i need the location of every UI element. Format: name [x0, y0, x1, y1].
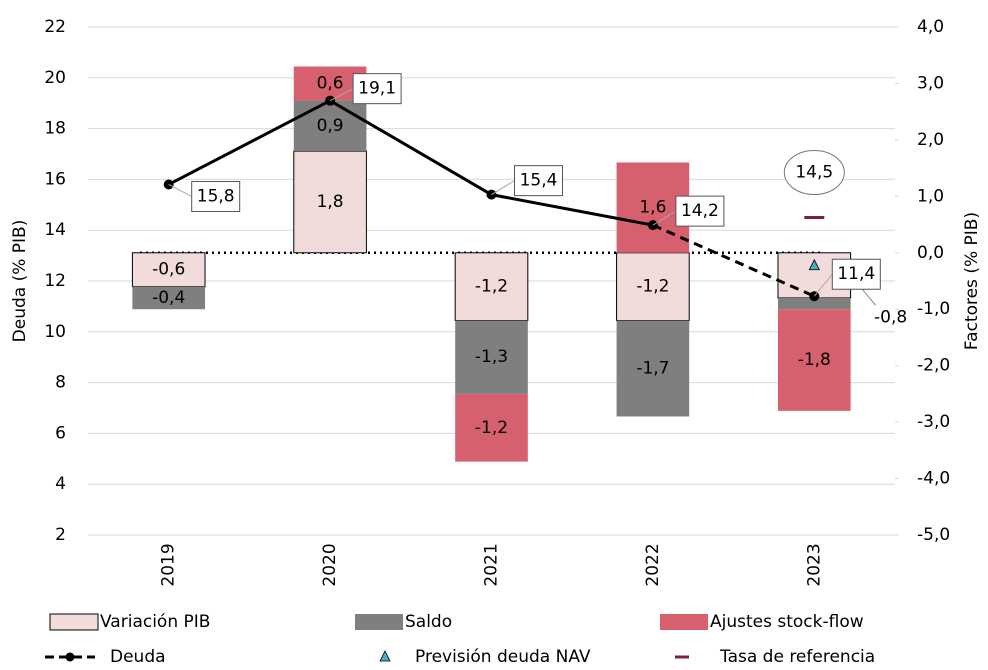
- label-leader: [491, 180, 515, 196]
- y-tick-label: 18: [44, 119, 66, 139]
- data-label: -1,2: [636, 277, 669, 297]
- legend-label: Variación PIB: [100, 612, 210, 632]
- label-box: [191, 180, 241, 212]
- bar-segment: [132, 286, 206, 310]
- label-box: [675, 195, 725, 227]
- legend-swatch: [660, 614, 708, 630]
- legend-swatch: [65, 652, 75, 662]
- y-tick-label: 16: [44, 169, 66, 189]
- label-leader: [329, 88, 354, 102]
- y2-tick-label: 4,0: [917, 17, 944, 37]
- data-label: 15,4: [520, 171, 558, 191]
- data-label: -0,4: [152, 288, 185, 308]
- bar-segment: [131, 252, 206, 288]
- y2-tick-label: 3,0: [917, 73, 944, 93]
- data-label: -1,3: [475, 347, 508, 367]
- label-leader: [813, 273, 833, 297]
- y-tick-label: 2: [55, 525, 66, 545]
- bar-segment: [455, 320, 528, 394]
- data-label: 14,2: [681, 201, 719, 221]
- bar-segment: [454, 252, 529, 322]
- x-tick-label: 2019: [159, 543, 179, 586]
- y2-tick-label: -2,0: [917, 356, 950, 376]
- legend-label: Previsión deuda NAV: [415, 647, 591, 667]
- debt-line: [168, 98, 654, 227]
- legend-label: Tasa de referencia: [719, 647, 875, 667]
- label-box: [352, 73, 402, 105]
- x-tick-label: 2022: [643, 543, 663, 586]
- y-tick-label: 22: [44, 17, 66, 37]
- y-tick-label: 8: [55, 373, 66, 393]
- y-tick-label: 12: [44, 271, 66, 291]
- x-tick-label: 2021: [482, 543, 502, 586]
- data-label: -0,8: [874, 307, 907, 327]
- bar-segment: [293, 150, 367, 254]
- bar-segment: [777, 309, 851, 411]
- bar-segment: [293, 100, 367, 152]
- data-label: 19,1: [358, 79, 396, 99]
- data-label: 0,9: [317, 116, 344, 136]
- bar-segment: [777, 297, 851, 310]
- x-tick-label: 2020: [320, 543, 340, 586]
- data-label: 14,5: [795, 163, 833, 183]
- y-tick-label: 10: [44, 322, 66, 342]
- data-label: 1,6: [639, 198, 666, 218]
- label-bubble: [783, 150, 845, 195]
- legend-swatch: [49, 613, 99, 631]
- y2-tick-label: -3,0: [917, 412, 950, 432]
- x-tick-label: 2023: [804, 543, 824, 586]
- y2-axis-title: Factores (% PIB): [962, 212, 982, 350]
- y2-tick-label: 0,0: [917, 243, 944, 263]
- y-tick-label: 20: [44, 68, 66, 88]
- legend-label: Deuda: [110, 647, 166, 667]
- legend-label: Saldo: [405, 612, 452, 632]
- bar-segment: [616, 320, 690, 417]
- forecast-marker: [808, 258, 820, 271]
- data-label: 1,8: [317, 192, 344, 212]
- label-leader: [168, 184, 192, 197]
- data-label: 15,8: [197, 186, 235, 206]
- data-label: -1,2: [475, 418, 508, 438]
- data-label: 0,6: [317, 73, 344, 93]
- legend-label: Ajustes stock-flow: [710, 612, 864, 632]
- label-leader: [652, 210, 677, 226]
- y2-tick-label: 2,0: [917, 130, 944, 150]
- data-label: 11,4: [837, 264, 875, 284]
- y2-tick-label: -1,0: [917, 299, 950, 319]
- data-label: -0,6: [152, 260, 185, 280]
- label-box: [831, 258, 881, 290]
- data-label: -1,2: [475, 277, 508, 297]
- y-axis-title: Deuda (% PIB): [10, 220, 30, 343]
- bar-segment: [455, 393, 528, 462]
- legend-swatch: [355, 614, 403, 630]
- y2-tick-label: 1,0: [917, 186, 944, 206]
- y-tick-label: 6: [55, 423, 66, 443]
- y-tick-label: 14: [44, 220, 66, 240]
- y2-tick-label: -5,0: [917, 525, 950, 545]
- legend-swatch: [379, 650, 391, 662]
- y2-tick-label: -4,0: [917, 469, 950, 489]
- y-tick-label: 4: [55, 474, 66, 494]
- data-label: -1,7: [636, 358, 669, 378]
- label-box: [514, 165, 563, 197]
- data-label: -1,8: [798, 350, 831, 370]
